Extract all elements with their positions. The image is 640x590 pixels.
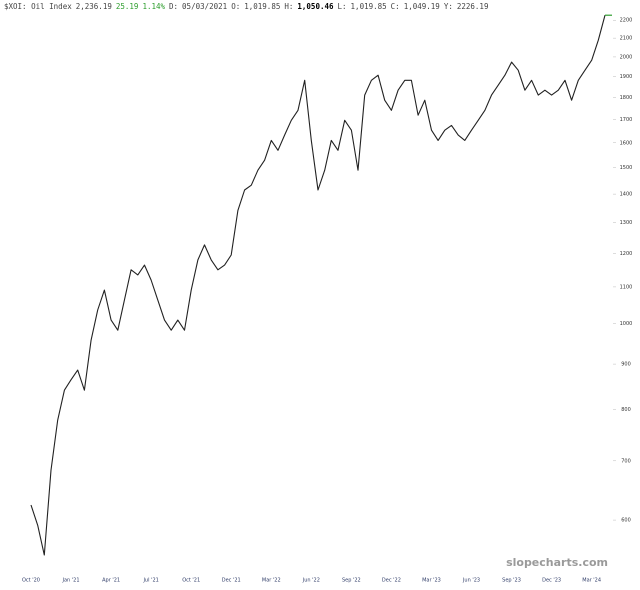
- info-value: 2,236.19: [76, 2, 112, 11]
- x-tick-label: Oct '21: [182, 578, 200, 584]
- header: $XOI: Oil Index 2,236.19 25.19 1.14% D: 05/03…: [4, 2, 488, 11]
- watermark: slopecharts.com: [506, 556, 608, 569]
- y-tick-label: 2200: [620, 18, 633, 24]
- info-label: Y:: [444, 2, 453, 11]
- x-tick-label: Dec '21: [222, 578, 241, 584]
- price-line: [30, 15, 606, 556]
- y-tick-label: 2100: [620, 36, 633, 42]
- info-value: 1,019.85: [351, 2, 387, 11]
- info-value: 05/03/2021: [182, 2, 227, 11]
- info-label: O:: [231, 2, 240, 11]
- info-value: 25.19: [116, 2, 139, 11]
- info-label: L:: [338, 2, 347, 11]
- info-value: 1.14%: [142, 2, 165, 11]
- x-tick-label: Mar '23: [422, 578, 441, 584]
- y-tick-label: 600: [621, 518, 631, 524]
- x-tick-label: Apr '21: [102, 578, 120, 584]
- y-tick-label: 1700: [620, 117, 633, 123]
- y-tick-label: 1500: [620, 165, 633, 171]
- info-value: 1,050.46: [297, 2, 334, 11]
- x-tick-label: Jul '21: [142, 578, 158, 584]
- x-tick-label: Mar '22: [262, 578, 281, 584]
- y-tick-label: 1000: [620, 321, 633, 327]
- y-tick-label: 1900: [620, 74, 633, 80]
- x-tick-label: Sep '23: [502, 578, 521, 584]
- x-tick-label: Oct '20: [22, 578, 40, 584]
- info-label: D:: [169, 2, 178, 11]
- y-tick-label: 1200: [620, 251, 633, 257]
- info-value: 1,019.85: [244, 2, 280, 11]
- x-tick-label: Jun '22: [302, 578, 320, 584]
- x-tick-label: Sep '22: [342, 578, 361, 584]
- y-tick-label: 900: [621, 362, 631, 368]
- y-tick-label: 1400: [620, 192, 633, 198]
- x-tick-label: Dec '22: [382, 578, 401, 584]
- y-tick-label: 1800: [620, 95, 633, 101]
- x-tick-label: Jun '23: [462, 578, 480, 584]
- y-tick-label: 1100: [620, 284, 633, 290]
- x-tick-label: Jan '21: [62, 578, 80, 584]
- x-tick-label: Mar '24: [582, 578, 601, 584]
- y-tick-label: 800: [621, 407, 631, 413]
- info-label: H:: [284, 2, 293, 11]
- info-value: 2226.19: [457, 2, 489, 11]
- y-tick-label: 1300: [620, 220, 633, 226]
- y-tick-label: 1600: [620, 140, 633, 146]
- info-value: 1,049.19: [404, 2, 440, 11]
- y-tick-label: 2000: [620, 54, 633, 60]
- y-tick-label: 700: [621, 458, 631, 464]
- info-label: C:: [391, 2, 400, 11]
- symbol-title: $XOI: Oil Index: [4, 2, 72, 11]
- x-tick-label: Dec '23: [542, 578, 561, 584]
